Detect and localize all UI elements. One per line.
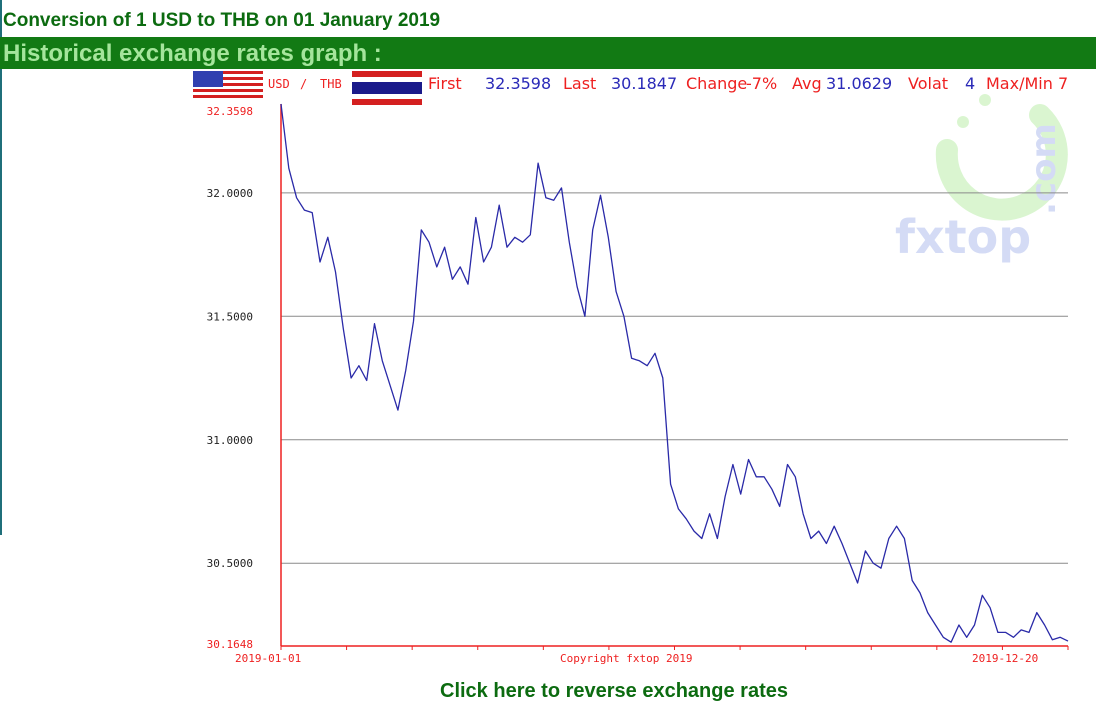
- maxmin-label: Max/Min 7: [986, 74, 1068, 93]
- last-label: Last: [563, 74, 596, 93]
- chart-grid: [281, 192, 1068, 564]
- fxtop-watermark: fxtop .com: [895, 94, 1068, 264]
- pair-separator: /: [300, 77, 307, 91]
- pair-base: USD: [268, 77, 290, 91]
- x-axis-label: 2019-12-20: [972, 652, 1038, 665]
- y-tick-label: 31.0000: [207, 434, 253, 447]
- smiley-arc-icon: [935, 104, 1068, 221]
- reverse-rates-link[interactable]: Click here to reverse exchange rates: [440, 680, 788, 702]
- last-value: 30.1847: [611, 74, 677, 93]
- change-label: Change: [686, 74, 747, 93]
- x-axis-label: Copyright fxtop 2019: [560, 652, 692, 665]
- y-tick-label: 32.3598: [207, 105, 253, 118]
- y-tick-label: 32.0000: [207, 187, 253, 200]
- y-tick-label: 30.5000: [207, 557, 253, 570]
- pair-quote: THB: [320, 77, 342, 91]
- page-title: Conversion of 1 USD to THB on 01 January…: [3, 10, 441, 31]
- y-tick-label: 30.1648: [207, 638, 253, 651]
- thailand-flag-icon: [352, 71, 422, 105]
- watermark-brand: fxtop: [895, 210, 1031, 264]
- y-tick-label: 31.5000: [207, 310, 253, 323]
- series-line: [280, 103, 1069, 643]
- exchange-rate-chart: fxtop .com USD / THB First 32.3598 Last …: [193, 71, 1069, 665]
- graph-banner: Historical exchange rates graph :: [0, 37, 1096, 69]
- x-axis-label: 2019-01-01: [235, 652, 301, 665]
- first-label: First: [428, 74, 462, 93]
- graph-banner-text: Historical exchange rates graph :: [3, 40, 382, 67]
- avg-value: 31.0629: [826, 74, 892, 93]
- y-axis-ticks: 32.3598 32.0000 31.5000 31.0000 30.5000 30.16…: [207, 105, 253, 651]
- volat-value: 4: [965, 74, 975, 93]
- first-value: 32.3598: [485, 74, 551, 93]
- avg-label: Avg: [792, 74, 822, 93]
- chart-header: USD / THB First 32.3598 Last 30.1847 Cha…: [193, 71, 1068, 105]
- change-value: -7%: [746, 74, 777, 93]
- usa-flag-icon: [193, 71, 263, 101]
- watermark-domain: .com: [1024, 123, 1064, 215]
- volat-label: Volat: [908, 74, 948, 93]
- smiley-eye-icon: [957, 116, 969, 128]
- x-axis-labels: 2019-01-01 Copyright fxtop 2019 2019-12-20: [235, 652, 1038, 665]
- smiley-eye-icon: [979, 94, 991, 106]
- left-border-rule: [0, 0, 2, 535]
